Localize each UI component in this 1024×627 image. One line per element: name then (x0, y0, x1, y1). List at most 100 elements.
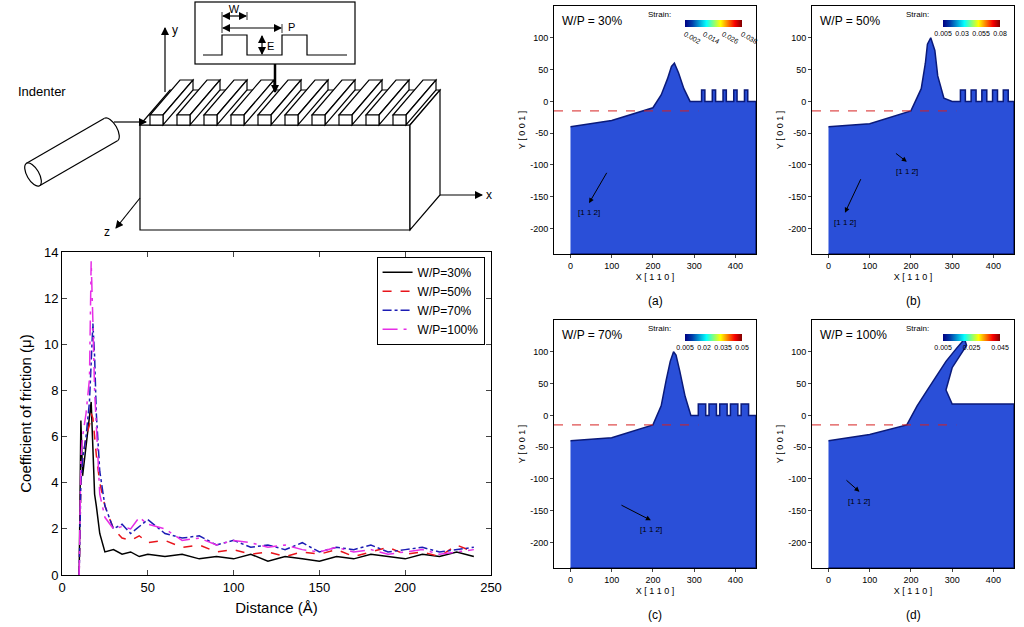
svg-text:300: 300 (945, 575, 960, 585)
svg-text:200: 200 (645, 575, 660, 585)
svg-text:(c): (c) (648, 608, 662, 622)
svg-text:200: 200 (903, 575, 918, 585)
svg-text:100: 100 (791, 347, 806, 357)
svg-text:50: 50 (538, 379, 548, 389)
svg-text:-150: -150 (788, 192, 806, 202)
svg-text:50: 50 (141, 580, 155, 595)
svg-text:0.038: 0.038 (740, 30, 759, 45)
svg-text:0: 0 (826, 261, 831, 271)
svg-text:[1 1 2̄]: [1 1 2̄] (848, 497, 870, 506)
svg-text:-100: -100 (788, 474, 806, 484)
svg-text:0.014: 0.014 (702, 30, 721, 45)
svg-text:0.005: 0.005 (676, 344, 694, 351)
svg-text:100: 100 (533, 347, 548, 357)
svg-text:W/P=70%: W/P=70% (418, 304, 472, 318)
svg-text:x: x (486, 188, 492, 202)
svg-text:0.045: 0.045 (991, 344, 1009, 351)
svg-text:0: 0 (543, 411, 548, 421)
svg-text:100: 100 (791, 33, 806, 43)
svg-text:50: 50 (796, 65, 806, 75)
svg-text:50: 50 (796, 379, 806, 389)
svg-text:100: 100 (223, 580, 245, 595)
svg-text:0.05: 0.05 (735, 344, 749, 351)
svg-text:0.03: 0.03 (955, 30, 969, 37)
svg-text:200: 200 (645, 261, 660, 271)
svg-text:Strain:: Strain: (906, 10, 929, 19)
svg-text:400: 400 (728, 261, 743, 271)
svg-text:Strain:: Strain: (906, 324, 929, 333)
svg-text:4: 4 (51, 475, 58, 490)
svg-text:W/P = 50%: W/P = 50% (820, 14, 880, 28)
svg-text:200: 200 (394, 580, 416, 595)
svg-text:-200: -200 (788, 224, 806, 234)
svg-text:300: 300 (945, 261, 960, 271)
svg-text:300: 300 (687, 261, 702, 271)
svg-text:400: 400 (986, 575, 1001, 585)
svg-text:0: 0 (568, 575, 573, 585)
svg-text:Y [ 0 0 1 ]: Y [ 0 0 1 ] (775, 425, 785, 463)
svg-text:50: 50 (538, 65, 548, 75)
svg-text:100: 100 (604, 261, 619, 271)
svg-text:W/P = 30%: W/P = 30% (562, 14, 622, 28)
svg-text:W/P = 70%: W/P = 70% (562, 328, 622, 342)
svg-text:-150: -150 (788, 506, 806, 516)
svg-text:E: E (267, 40, 274, 52)
svg-text:-50: -50 (535, 128, 548, 138)
svg-text:-50: -50 (793, 128, 806, 138)
svg-text:0.035: 0.035 (714, 344, 732, 351)
svg-text:-150: -150 (530, 506, 548, 516)
svg-text:z: z (104, 225, 110, 239)
svg-text:0: 0 (568, 261, 573, 271)
svg-text:-150: -150 (530, 192, 548, 202)
svg-text:150: 150 (309, 580, 331, 595)
svg-text:400: 400 (728, 575, 743, 585)
svg-text:Y [ 0 0 1 ]: Y [ 0 0 1 ] (517, 111, 527, 149)
svg-text:Strain:: Strain: (648, 10, 671, 19)
svg-text:W/P = 100%: W/P = 100% (820, 328, 887, 342)
svg-text:y: y (172, 23, 178, 37)
svg-text:Coefficient of friction (μ): Coefficient of friction (μ) (17, 334, 34, 492)
svg-text:250: 250 (480, 580, 502, 595)
svg-text:12: 12 (44, 291, 58, 306)
svg-text:W/P=50%: W/P=50% (418, 285, 472, 299)
svg-text:X [ 1 1 0 ]: X [ 1 1 0 ] (894, 272, 933, 282)
svg-text:-100: -100 (530, 160, 548, 170)
svg-text:0: 0 (801, 411, 806, 421)
svg-text:0: 0 (51, 568, 58, 583)
svg-text:0: 0 (801, 97, 806, 107)
svg-text:[1 1 2]: [1 1 2] (834, 218, 856, 227)
svg-text:Y [ 0 0 1 ]: Y [ 0 0 1 ] (517, 425, 527, 463)
svg-text:100: 100 (604, 575, 619, 585)
svg-text:(b): (b) (906, 294, 921, 308)
svg-text:[1 1 2̄]: [1 1 2̄] (896, 167, 918, 176)
svg-text:0.025: 0.025 (963, 344, 981, 351)
svg-text:0: 0 (543, 97, 548, 107)
svg-text:0.005: 0.005 (934, 30, 952, 37)
svg-text:0.02: 0.02 (697, 344, 711, 351)
svg-text:2: 2 (51, 521, 58, 536)
svg-text:Y [ 0 0 1 ]: Y [ 0 0 1 ] (775, 111, 785, 149)
svg-text:[1 1 2̄]: [1 1 2̄] (640, 525, 662, 534)
svg-text:0.055: 0.055 (972, 30, 990, 37)
svg-text:0.026: 0.026 (721, 30, 740, 45)
svg-text:0.005: 0.005 (934, 344, 952, 351)
svg-text:X [ 1 1 0 ]: X [ 1 1 0 ] (636, 272, 675, 282)
svg-text:-50: -50 (793, 442, 806, 452)
svg-text:X [ 1 1 0 ]: X [ 1 1 0 ] (894, 586, 933, 596)
svg-text:[1 1 2]: [1 1 2] (578, 208, 600, 217)
svg-text:-200: -200 (530, 538, 548, 548)
svg-text:-100: -100 (788, 160, 806, 170)
svg-text:10: 10 (44, 337, 58, 352)
svg-text:8: 8 (51, 383, 58, 398)
svg-text:-100: -100 (530, 474, 548, 484)
svg-text:0: 0 (826, 575, 831, 585)
svg-text:300: 300 (687, 575, 702, 585)
svg-text:200: 200 (903, 261, 918, 271)
svg-text:P: P (288, 21, 295, 33)
svg-text:-200: -200 (788, 538, 806, 548)
svg-text:W/P=30%: W/P=30% (418, 266, 472, 280)
svg-text:W/P=100%: W/P=100% (418, 323, 479, 337)
svg-text:0: 0 (58, 580, 65, 595)
svg-text:Distance (Å): Distance (Å) (235, 599, 318, 616)
svg-text:0.002: 0.002 (683, 30, 702, 45)
